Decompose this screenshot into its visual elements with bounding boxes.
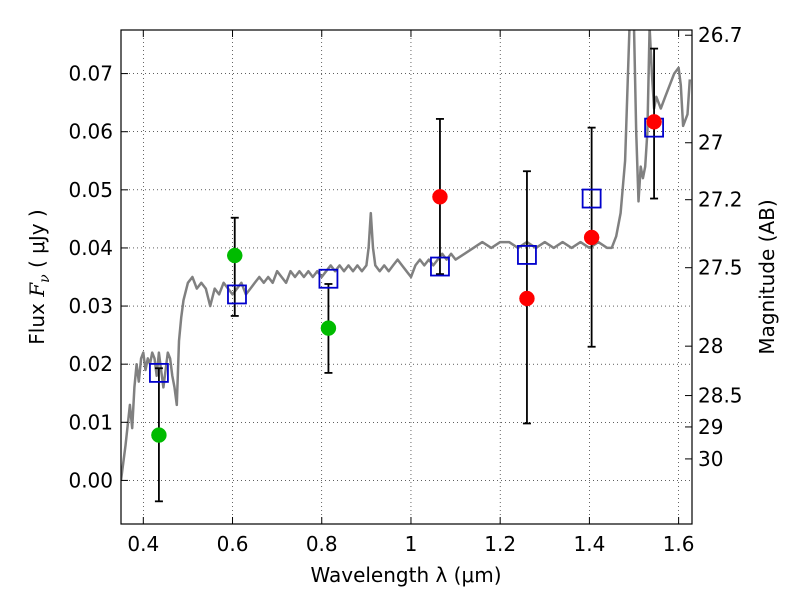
- x-tick-label: 1.6: [663, 532, 695, 556]
- y2-tick-label: 27: [698, 131, 723, 155]
- green-detections-point: [151, 427, 167, 443]
- y-tick-label: 0.02: [68, 352, 113, 376]
- x-axis: 0.4 0.6 0.8 1 1.2 1.4 1.6: [127, 30, 695, 556]
- x-axis-title: Wavelength λ (μm): [310, 563, 501, 587]
- red-detections-point: [646, 114, 662, 130]
- y-axis: 0.00 0.01 0.02 0.03 0.04 0.05 0.06 0.07: [68, 62, 128, 492]
- model-point: [517, 245, 537, 265]
- y-tick-label: 0.07: [68, 62, 113, 86]
- y2-axis: 26.7 27 27.2 27.5 28 28.5 29 30: [685, 23, 743, 471]
- x-tick-label: 0.6: [217, 532, 249, 556]
- red-detections-point: [519, 290, 535, 307]
- x-tick-label: 1: [405, 532, 418, 556]
- green-detections-point: [320, 320, 337, 336]
- y2-axis-title: Magnitude (AB): [755, 199, 779, 354]
- y-tick-label: 0.01: [68, 410, 113, 434]
- y2-tick-label: 28: [698, 334, 723, 358]
- model-point: [318, 268, 339, 289]
- y-tick-label: 0.00: [68, 468, 113, 492]
- y2-tick-label: 29: [698, 415, 723, 439]
- y-tick-label: 0.03: [68, 294, 113, 318]
- y-tick-label: 0.04: [68, 236, 113, 260]
- red-detections-point: [583, 229, 600, 246]
- y-axis-title: Flux Fν ( μJy ): [25, 209, 53, 344]
- y-tick-label: 0.05: [68, 178, 113, 202]
- plot-background: [121, 30, 692, 524]
- x-tick-label: 1.4: [573, 532, 605, 556]
- model-point: [430, 256, 450, 277]
- x-tick-label: 0.4: [127, 532, 159, 556]
- data-points: [149, 114, 664, 443]
- model-point: [227, 284, 247, 305]
- template-line: [121, 30, 692, 481]
- y2-tick-label: 26.7: [698, 23, 743, 47]
- y2-tick-label: 27.2: [698, 188, 743, 212]
- y2-tick-label: 27.5: [698, 256, 743, 280]
- x-tick-label: 1.2: [484, 532, 516, 556]
- red-detections-point: [432, 189, 448, 205]
- model-point: [581, 188, 602, 209]
- model-point: [149, 362, 169, 383]
- y2-tick-label: 28.5: [698, 384, 743, 408]
- y-tick-label: 0.06: [68, 120, 113, 144]
- x-tick-label: 0.8: [306, 532, 338, 556]
- template-spectrum: [121, 30, 692, 481]
- plot-frame: [120, 29, 693, 525]
- green-detections-point: [227, 247, 243, 264]
- y2-tick-label: 30: [698, 447, 723, 471]
